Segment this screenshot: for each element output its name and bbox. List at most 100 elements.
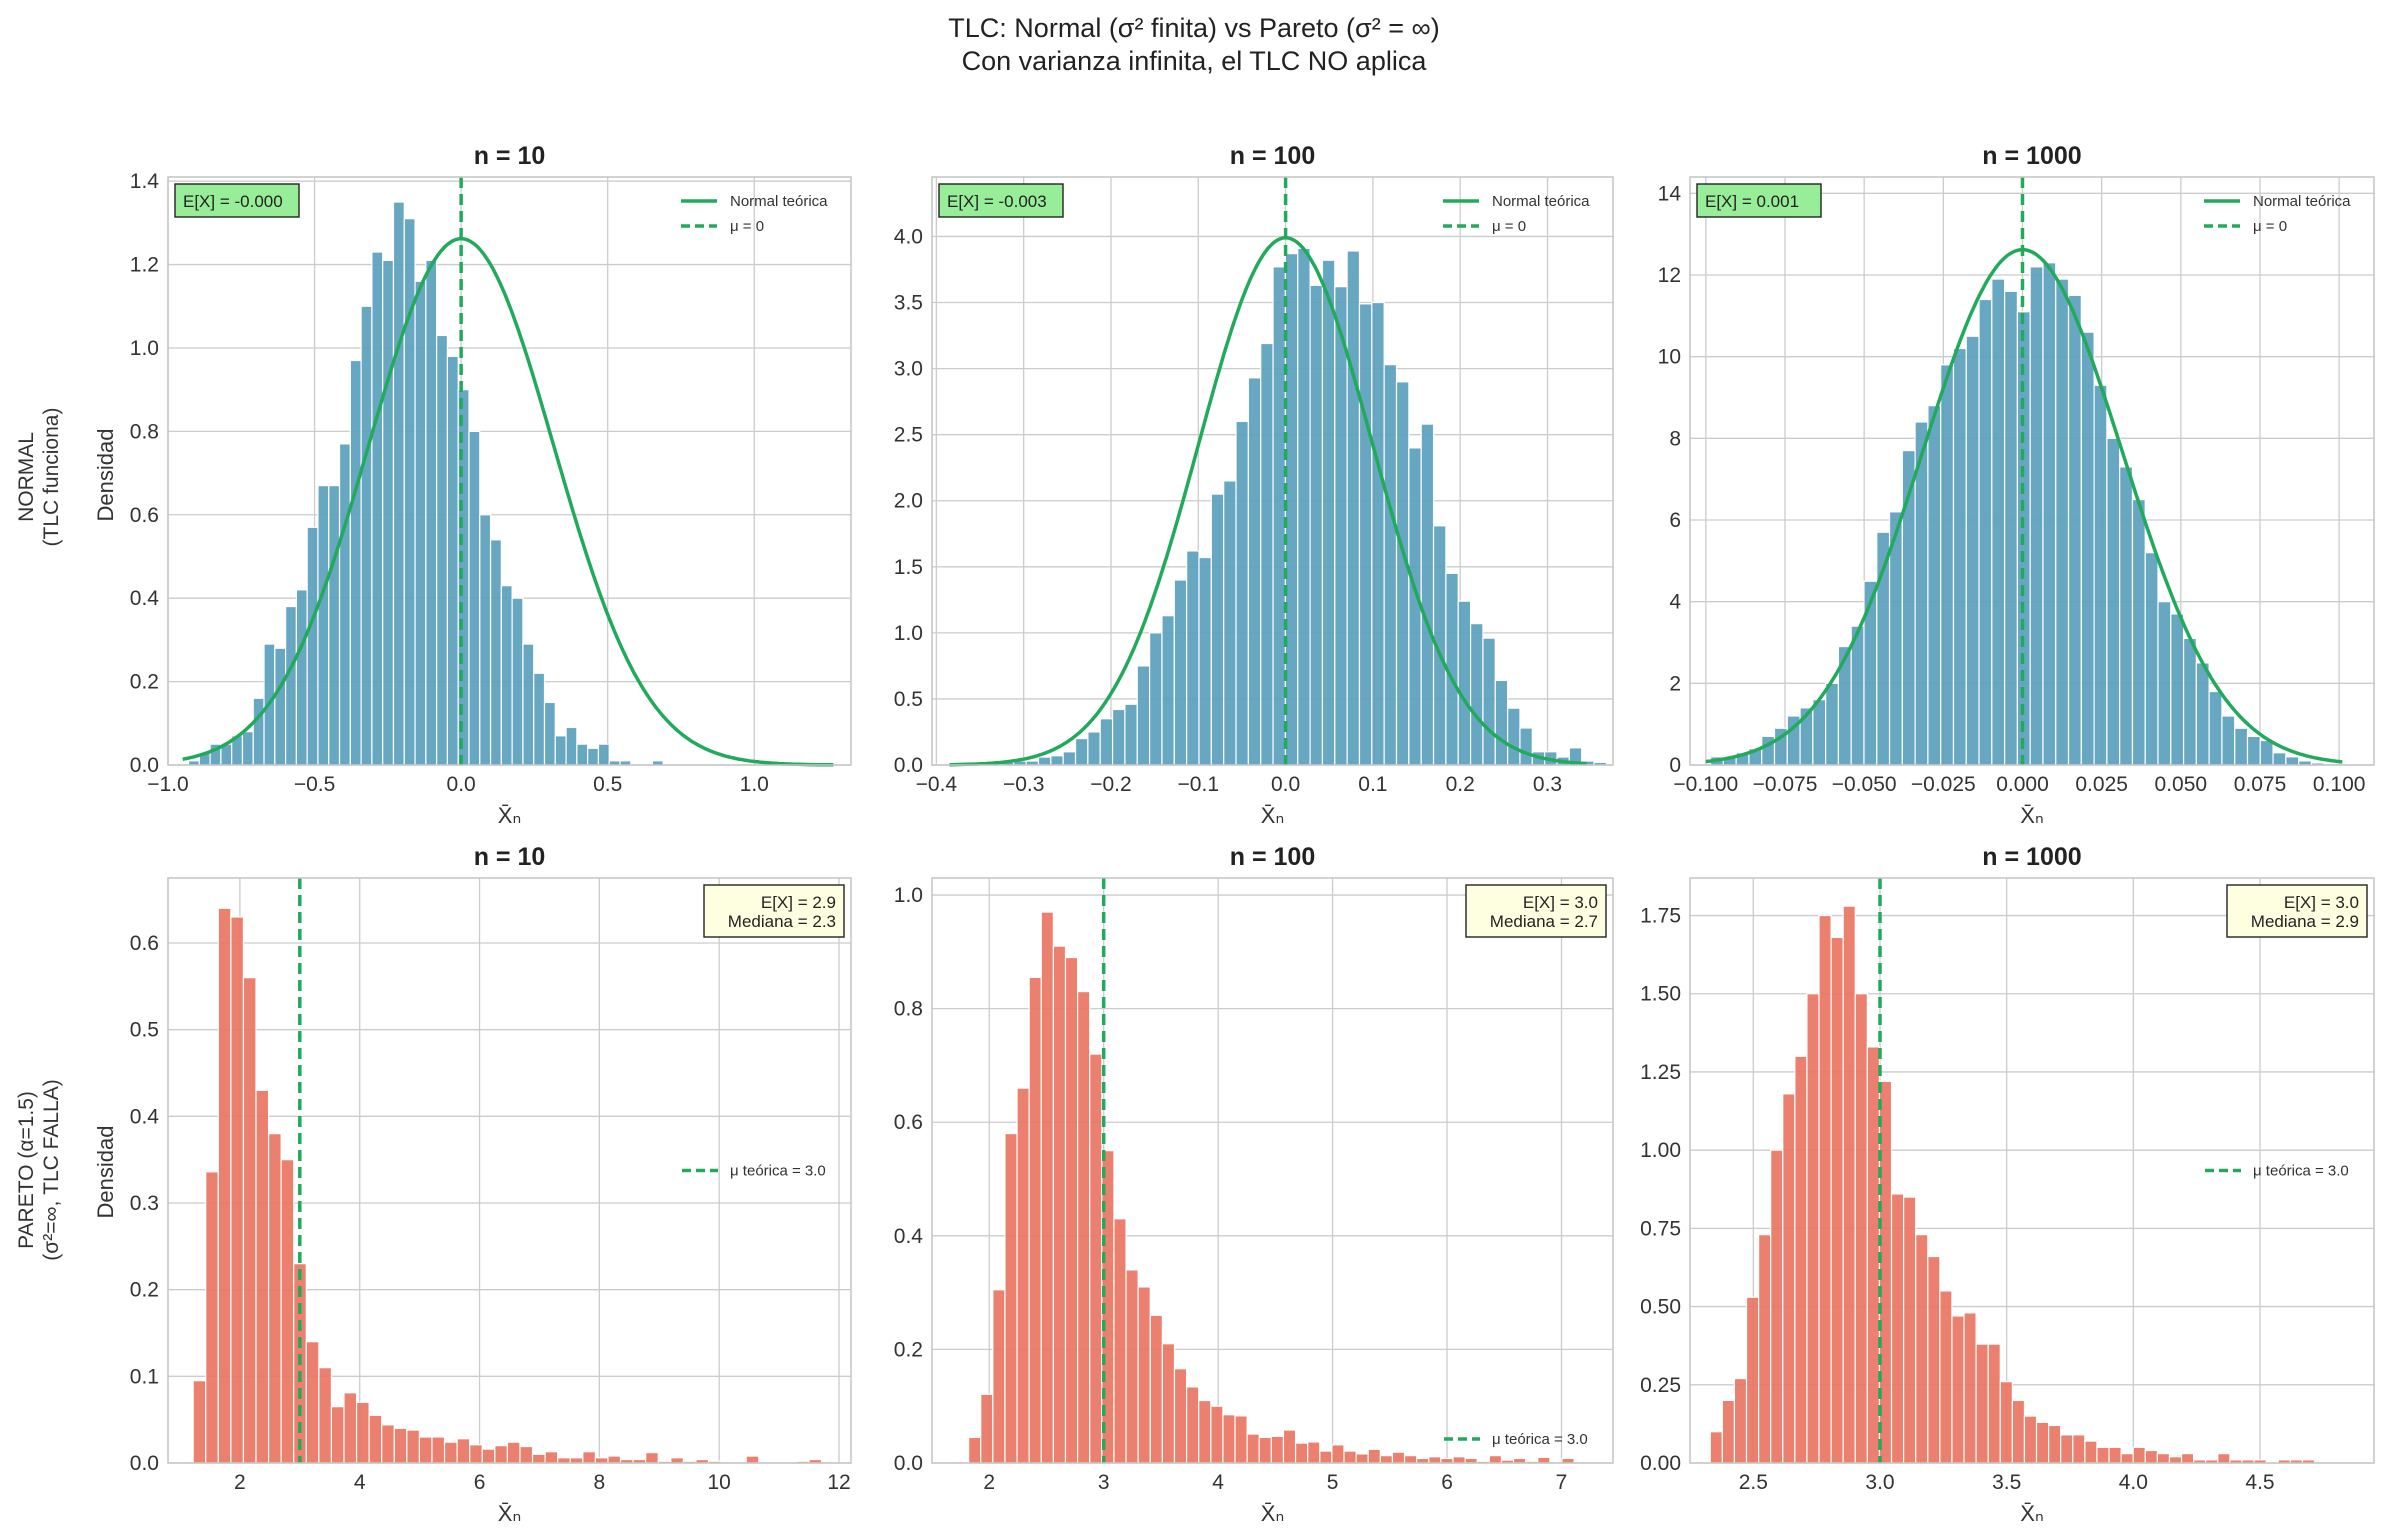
histogram-bar (2106, 437, 2121, 766)
histogram-bar (1975, 1343, 1989, 1464)
histogram-bar (1346, 250, 1361, 766)
histogram-bar (217, 907, 232, 1464)
y-tick-label: 0.8 (130, 420, 159, 443)
histogram-bar (242, 977, 257, 1464)
y-tick-label: 0.3 (130, 1192, 159, 1215)
histogram-bar (328, 484, 341, 766)
stats-box-text: E[X] = 0.001 (1705, 192, 1799, 211)
x-tick-label: −0.2 (1090, 773, 1131, 796)
legend-curve-label: Normal teórica (1492, 193, 1590, 210)
histogram-bar (1210, 493, 1225, 766)
x-tick-label: 7 (1556, 1471, 1568, 1494)
histogram-bar (1149, 1314, 1163, 1464)
stats-box-text: E[X] = -0.000 (183, 192, 283, 211)
x-tick-label: 10 (708, 1471, 731, 1494)
histogram-bar (252, 697, 265, 766)
panel-title: n = 1000 (1982, 142, 2081, 170)
y-tick-label: 8 (1669, 427, 1681, 450)
stats-box-text: E[X] = 3.0 (1523, 893, 1598, 912)
histogram-bar (305, 1341, 320, 1464)
y-tick-label: 0.75 (1640, 1217, 1681, 1240)
histogram-bar (2084, 1440, 2098, 1464)
histogram-bar (2234, 727, 2249, 766)
histogram-bar (980, 1393, 994, 1464)
histogram-bar (1963, 1312, 1977, 1464)
x-tick-label: −0.1 (1178, 773, 1219, 796)
legend-mean-label: μ teórica = 3.0 (2253, 1163, 2349, 1180)
panel-normal-1000: n = 1000 −0.100 −0.075 −0.050 −0.025 0.000 0.0… (1658, 142, 2375, 828)
histogram-bar (1113, 1218, 1127, 1464)
x-tick-label: 3.5 (1992, 1471, 2021, 1494)
histogram-bar (425, 259, 438, 766)
x-axis-label: X̄ₙ (498, 803, 521, 828)
histogram-bar (1161, 1343, 1176, 1464)
stats-box (1465, 884, 1607, 938)
histogram-bar (1307, 1441, 1321, 1464)
histogram-bar (2217, 1453, 2231, 1464)
legend-mean-label: μ teórica = 3.0 (730, 1163, 826, 1180)
x-tick-label: 0.1 (1358, 773, 1387, 796)
histogram-bar (468, 430, 481, 766)
histogram-bar (1866, 1046, 1881, 1464)
panel-pareto-100: n = 100 2 3 4 5 6 7 0.0 0.2 0.4 0.6 0.8 1.0 X̄ₙ E[X] =… (894, 843, 1614, 1526)
x-tick-label: −0.5 (294, 773, 335, 796)
y-tick-label: 0.4 (130, 1105, 160, 1128)
histogram-bar (1952, 347, 1967, 766)
legend-curve-label: Normal teórica (2253, 193, 2351, 210)
histogram-bar (1173, 579, 1188, 766)
histogram-bar (418, 1436, 433, 1464)
histogram-bar (2035, 1421, 2050, 1464)
panel-normal-100: n = 100 −0.4 −0.3 −0.2 −0.1 0.0 0.1 0.2 0.3 0.0 0.… (894, 142, 1614, 828)
y-tick-label: 2.0 (894, 490, 923, 513)
y-tick-label: 0.5 (894, 688, 923, 711)
histogram-bar (1842, 905, 1856, 1464)
histogram-bar (2004, 290, 2018, 766)
histogram-bar (569, 1457, 584, 1464)
y-tick-label: 0.6 (130, 932, 159, 955)
y-tick-label: 6 (1669, 509, 1681, 532)
x-tick-label: 0.075 (2234, 773, 2287, 796)
histogram-bar (489, 539, 502, 766)
histogram-bar (2144, 552, 2159, 766)
y-tick-label: 0.0 (894, 754, 923, 777)
x-tick-label: 4.0 (2119, 1471, 2148, 1494)
histogram-bar (511, 597, 524, 766)
histogram-bar (1978, 298, 1993, 766)
x-axis-label: X̄ₙ (2020, 1501, 2043, 1526)
histogram-bar (1309, 284, 1324, 766)
histogram-bar (1403, 1455, 1418, 1464)
stats-box (174, 183, 300, 218)
y-tick-label: 3.5 (894, 292, 923, 315)
histogram-bar (1089, 1053, 1103, 1464)
y-tick-label: 1.0 (894, 622, 923, 645)
histogram-bar (1758, 1234, 1772, 1464)
x-tick-label: 4 (1212, 1471, 1224, 1494)
row-label-normal-line-1: NORMAL (15, 432, 38, 522)
histogram-bar (1745, 1296, 1760, 1464)
histogram-bar (1137, 1286, 1151, 1464)
histogram-bar (582, 1451, 596, 1464)
histogram-bar (2080, 331, 2095, 766)
histogram-bar (1991, 278, 2006, 766)
y-tick-label: 0.2 (894, 1338, 923, 1361)
histogram-bar (1469, 623, 1484, 766)
histogram-bar (2156, 1453, 2171, 1464)
histogram-bar (2093, 384, 2108, 766)
histogram-bar (479, 514, 492, 766)
histogram-bar (670, 1457, 684, 1464)
histogram-bar (1125, 1269, 1139, 1464)
histogram-bar (280, 1159, 295, 1464)
histogram-bar (2285, 756, 2300, 766)
histogram-bar (360, 305, 373, 766)
panel-pareto-10: n = 10 2 4 6 8 10 12 0.0 0.1 0.2 0.3 0.4 0.5 0.6 X̄ₙ E[… (130, 843, 852, 1526)
x-tick-label: −0.3 (1003, 773, 1044, 796)
stats-box-text: E[X] = 3.0 (2284, 893, 2359, 912)
histogram-bar (392, 201, 405, 766)
histogram-bar (349, 359, 362, 766)
x-tick-label: 12 (827, 1471, 850, 1494)
histogram-bar (2029, 266, 2044, 766)
y-tick-label: 0.2 (130, 1279, 159, 1302)
histogram-bar (443, 1441, 458, 1464)
x-tick-label: −0.4 (916, 773, 958, 796)
histogram-bar (1825, 682, 1840, 766)
